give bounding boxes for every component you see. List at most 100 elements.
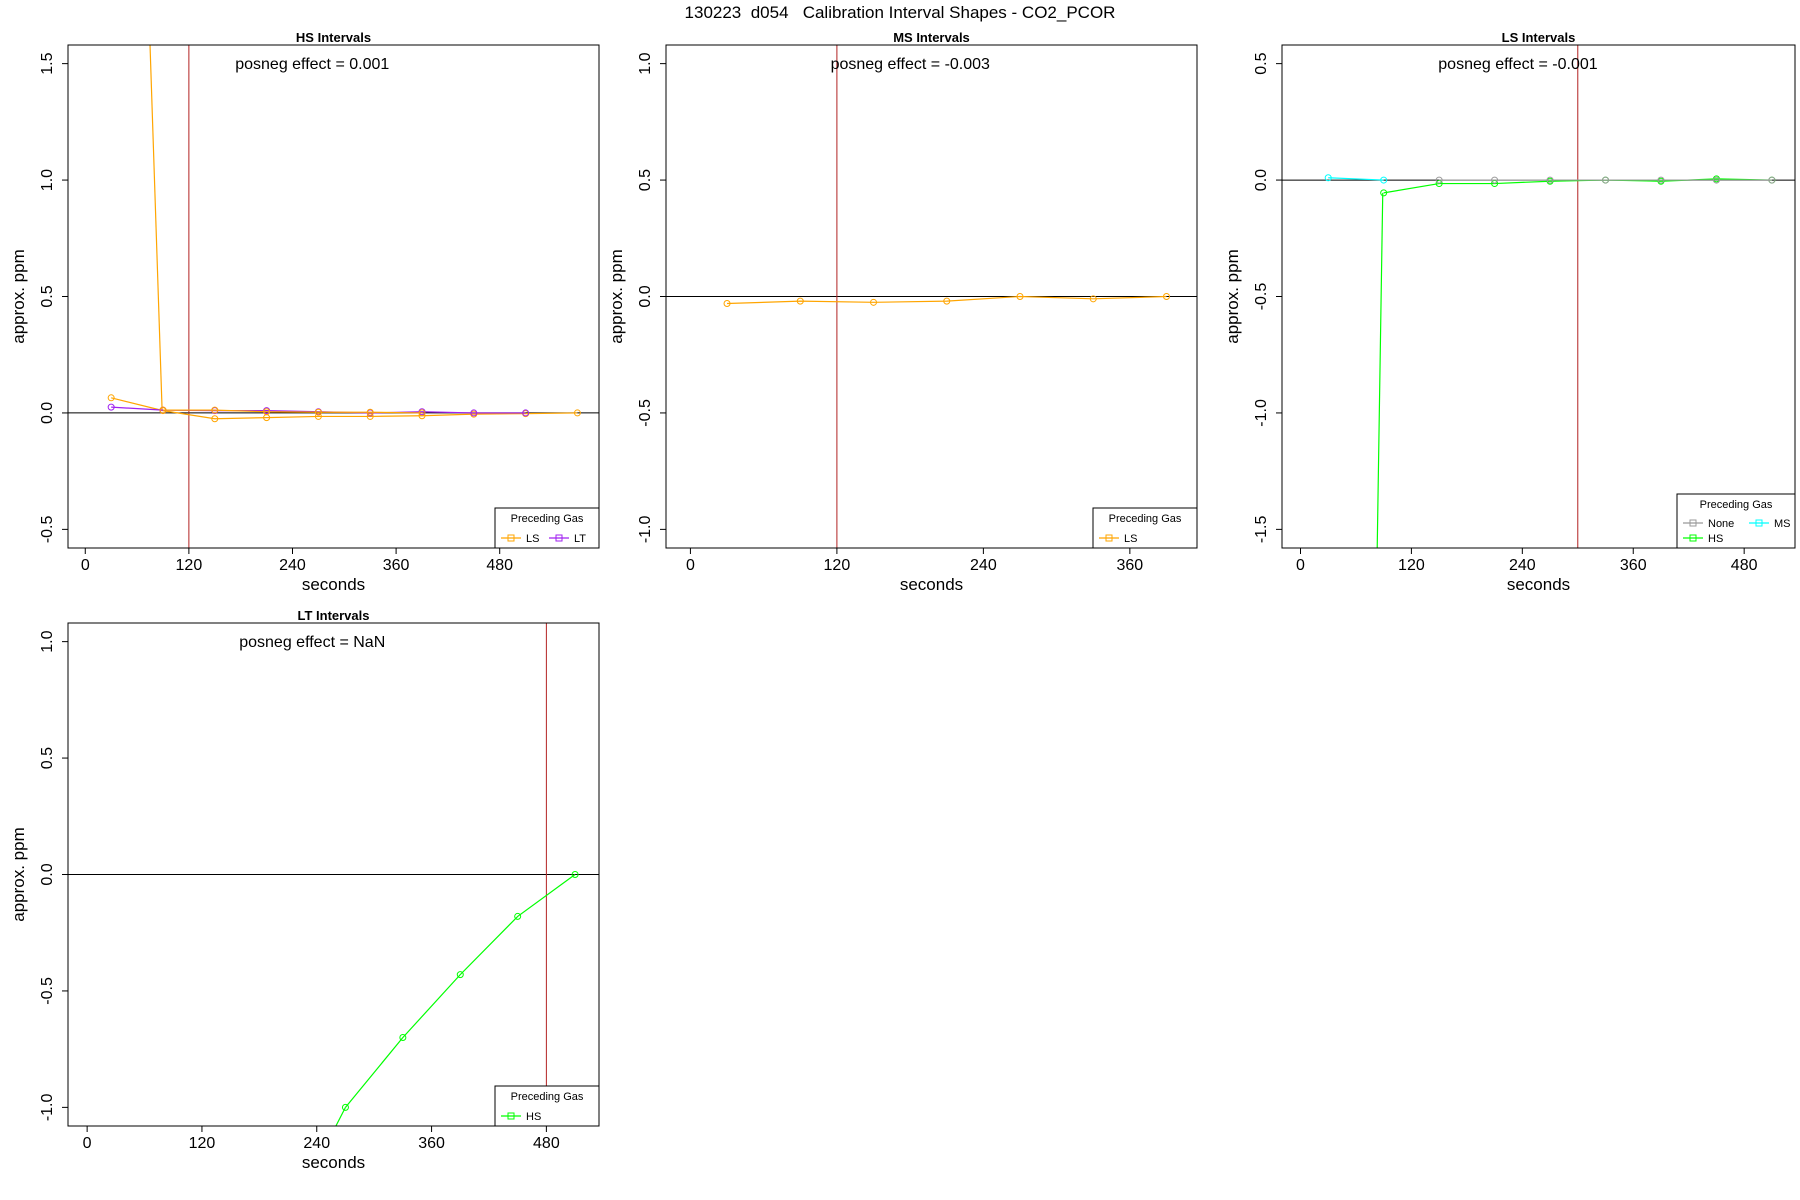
data-point xyxy=(263,408,271,416)
x-tick-label: 360 xyxy=(383,557,410,574)
legend-marker xyxy=(1689,534,1697,542)
data-point xyxy=(723,299,731,307)
y-axis-label: approx. ppm xyxy=(607,249,626,344)
plot-area xyxy=(723,293,1170,307)
y-tick-label: -1.0 xyxy=(1253,399,1270,427)
series-line xyxy=(344,874,576,1108)
x-axis-label: seconds xyxy=(1507,575,1570,594)
data-point xyxy=(1089,295,1097,303)
legend-marker xyxy=(507,1112,515,1120)
x-tick-label: 360 xyxy=(418,1135,445,1152)
x-tick-label: 240 xyxy=(279,557,306,574)
legend-marker xyxy=(555,534,563,542)
data-point xyxy=(1546,176,1554,184)
series-line-segment xyxy=(1376,192,1384,548)
data-point xyxy=(1162,293,1170,300)
series-ms xyxy=(1324,174,1388,184)
series-line xyxy=(111,397,578,420)
data-point xyxy=(1380,189,1388,197)
y-tick-label: 0.5 xyxy=(39,285,56,307)
y-axis-label: approx. ppm xyxy=(9,827,28,922)
legend: Preceding Gas HS xyxy=(494,1085,600,1127)
series-line xyxy=(1328,177,1384,181)
series-line-segment xyxy=(149,45,163,411)
legend-label: LS xyxy=(526,533,539,545)
legend-marker xyxy=(507,534,515,542)
data-point xyxy=(1324,174,1332,182)
x-axis-label: seconds xyxy=(900,575,963,594)
data-point xyxy=(211,415,219,423)
annotation-text: posneg effect = 0.001 xyxy=(235,56,389,73)
legend-marker xyxy=(1105,534,1113,542)
legend-label: HS xyxy=(1708,533,1723,545)
annotation-text: posneg effect = NaN xyxy=(239,634,385,651)
data-point xyxy=(107,403,115,411)
data-point xyxy=(870,298,878,306)
x-tick-label: 240 xyxy=(303,1135,330,1152)
series-none xyxy=(1435,176,1776,184)
panel-hs: HS Intervals posneg effect = 0.001 0 120 240… xyxy=(9,30,600,594)
data-point xyxy=(1602,176,1610,184)
x-tick-label: 0 xyxy=(1296,557,1305,574)
legend-title: Preceding Gas xyxy=(511,1091,584,1103)
x-tick-label: 0 xyxy=(686,557,695,574)
data-point xyxy=(418,409,426,417)
legend-label: MS xyxy=(1774,518,1791,530)
y-tick-label: 1.0 xyxy=(39,630,56,652)
figure-title: 130223 d054 Calibration Interval Shapes … xyxy=(684,3,1116,22)
y-tick-label: 0.0 xyxy=(1253,169,1270,191)
legend-title: Preceding Gas xyxy=(1700,499,1773,511)
panel-title: HS Intervals xyxy=(296,30,371,45)
panel-title: LS Intervals xyxy=(1502,30,1576,45)
legend-marker xyxy=(1755,519,1763,527)
y-tick-label: -1.5 xyxy=(1253,515,1270,543)
data-point xyxy=(514,912,522,920)
panel-title: MS Intervals xyxy=(893,30,970,45)
y-tick-label: 0.0 xyxy=(39,402,56,424)
y-tick-label: 1.5 xyxy=(39,52,56,74)
x-tick-label: 120 xyxy=(189,1135,216,1152)
plot-area xyxy=(335,871,579,1126)
data-point xyxy=(1016,293,1024,300)
y-tick-label: 0.0 xyxy=(637,285,654,307)
data-point xyxy=(159,406,167,414)
data-point xyxy=(943,297,951,305)
y-tick-label: -0.5 xyxy=(39,977,56,1005)
x-tick-label: 360 xyxy=(1117,557,1144,574)
data-point xyxy=(211,406,219,414)
data-point xyxy=(314,408,322,416)
x-tick-label: 480 xyxy=(486,557,513,574)
data-point xyxy=(456,971,464,979)
data-point xyxy=(573,409,581,417)
legend-box xyxy=(1676,493,1796,549)
data-point xyxy=(341,1103,349,1111)
data-point xyxy=(796,297,804,305)
x-tick-label: 480 xyxy=(1731,557,1758,574)
legend-marker xyxy=(1689,519,1697,527)
y-tick-label: 0.5 xyxy=(637,169,654,191)
panel-ls: LS Intervals posneg effect = -0.001 0 120 24… xyxy=(1223,30,1796,594)
legend-label: LS xyxy=(1124,533,1137,545)
x-tick-label: 360 xyxy=(1620,557,1647,574)
series-line xyxy=(162,409,423,414)
legend-label: None xyxy=(1708,518,1734,530)
panel-title: LT Intervals xyxy=(297,608,369,623)
y-tick-label: -0.5 xyxy=(1253,283,1270,311)
data-point xyxy=(399,1034,407,1042)
data-point xyxy=(1380,176,1388,184)
data-point xyxy=(522,409,530,417)
x-tick-label: 0 xyxy=(83,1135,92,1152)
y-tick-label: -0.5 xyxy=(39,515,56,543)
plot-area xyxy=(1324,174,1776,548)
data-point xyxy=(470,409,478,417)
series-line xyxy=(727,295,1167,305)
y-tick-label: 1.0 xyxy=(39,169,56,191)
plot-frame xyxy=(67,44,600,549)
panel-lt: LT Intervals posneg effect = NaN 0 120 240 36… xyxy=(9,608,600,1172)
data-point xyxy=(1491,176,1499,184)
data-point xyxy=(1657,176,1665,184)
legend: Preceding Gas LS LT xyxy=(494,507,600,549)
series-ls xyxy=(107,45,581,423)
legend-label: HS xyxy=(526,1111,541,1123)
